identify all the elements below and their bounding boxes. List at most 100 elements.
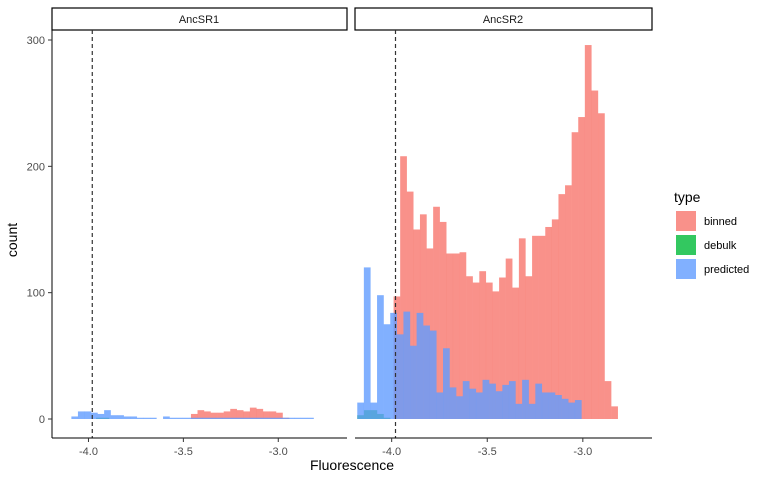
bar-binned [439, 221, 447, 419]
legend-title: type [674, 189, 701, 205]
bar-predicted [202, 417, 210, 419]
x-axis-ticks: -4.0 -3.5 -3.0 -4.0 -3.5 -3.0 [79, 438, 592, 458]
bar-predicted [248, 417, 255, 419]
bar-predicted [71, 416, 79, 419]
bar-predicted [215, 417, 223, 419]
bar-binned [499, 277, 506, 419]
x-tick-label: -3.5 [174, 446, 193, 458]
bar-predicted [77, 411, 85, 419]
bar-predicted [370, 402, 378, 419]
legend-key-binned [676, 211, 696, 231]
y-tick-label: 200 [27, 161, 45, 173]
bar-predicted [117, 415, 124, 419]
y-axis-title: count [4, 223, 20, 257]
legend-label-binned: binned [704, 216, 737, 228]
bar-binned [446, 253, 454, 419]
facet-label-ancsr2: AncSR2 [483, 14, 523, 26]
bar-predicted [136, 417, 144, 419]
bar-binned [243, 411, 251, 419]
bar-predicted [267, 417, 275, 419]
bar-predicted [561, 398, 569, 419]
bar-binned [518, 238, 526, 419]
bar-binned [204, 411, 211, 419]
bar-predicted [287, 417, 295, 419]
bar-binned [505, 258, 513, 419]
bar-predicted [396, 334, 404, 419]
bar-predicted [169, 417, 177, 419]
bar-predicted [195, 417, 203, 419]
bar-predicted [528, 403, 536, 419]
bar-predicted [104, 410, 111, 419]
bar-predicted [482, 379, 490, 419]
bar-binned [551, 219, 559, 419]
bar-binned [591, 90, 599, 419]
bar-predicted [456, 396, 463, 419]
bar-binned [598, 113, 605, 420]
bar-binned [400, 156, 407, 420]
bar-predicted [436, 392, 444, 419]
panel-ancsr2 [357, 30, 618, 438]
bar-predicted [110, 415, 118, 419]
y-tick-label: 0 [39, 414, 45, 426]
bar-binned [256, 408, 264, 419]
bar-predicted [462, 381, 470, 419]
bar-binned [230, 408, 237, 419]
bar-predicted [182, 417, 190, 419]
bar-predicted [84, 411, 92, 419]
series-predicted [357, 267, 582, 419]
bar-predicted [416, 312, 424, 419]
bar-binned [584, 45, 592, 420]
bar-predicted [363, 267, 371, 419]
bar-predicted [574, 400, 582, 419]
bar-binned [197, 410, 205, 419]
y-axis-ticks: 0 100 200 300 [27, 35, 52, 426]
bar-binned [565, 185, 572, 419]
bar-predicted [261, 417, 268, 419]
bar-binned [236, 410, 244, 419]
bar-binned [452, 253, 460, 419]
bar-predicted [143, 417, 151, 419]
bar-binned [210, 412, 218, 419]
panel-ancsr1 [71, 30, 314, 438]
bar-predicted [307, 417, 314, 419]
bar-predicted [383, 324, 391, 419]
bar-binned [269, 411, 277, 419]
bar-predicted [443, 348, 450, 419]
x-tick-label: -3.0 [269, 446, 288, 458]
bar-binned [249, 407, 257, 419]
bar-predicted [294, 417, 301, 419]
facet-strip-ancsr2: AncSR2 [354, 7, 653, 31]
bar-predicted [280, 417, 288, 419]
x-tick-label: -3.0 [573, 446, 592, 458]
bar-binned [217, 412, 224, 419]
bar-predicted [410, 345, 417, 419]
bar-binned [276, 412, 283, 419]
bar-binned [466, 276, 473, 419]
bar-predicted [489, 383, 496, 419]
bar-binned [479, 271, 487, 419]
bar-binned [532, 235, 539, 419]
bar-binned [611, 406, 618, 419]
bar-predicted [123, 416, 131, 419]
bar-predicted [176, 417, 183, 419]
bar-predicted [469, 388, 477, 419]
bar-binned [604, 381, 612, 419]
bar-binned [578, 117, 585, 419]
bar-predicted [522, 379, 529, 419]
bar-predicted [508, 381, 516, 419]
y-tick-label: 300 [27, 35, 45, 47]
bar-binned [571, 132, 579, 419]
bar-binned [545, 226, 553, 419]
bar-predicted [515, 403, 523, 419]
bar-binned [492, 291, 500, 419]
bar-binned [223, 411, 231, 419]
legend: type binned debulk predicted [674, 189, 749, 279]
facet-label-ancsr1: AncSR1 [179, 14, 219, 26]
bar-binned [485, 282, 493, 419]
legend-key-predicted [676, 259, 696, 279]
bar-binned [525, 276, 533, 419]
bar-predicted [189, 417, 196, 419]
bar-predicted [97, 413, 105, 419]
bar-predicted [423, 325, 430, 419]
